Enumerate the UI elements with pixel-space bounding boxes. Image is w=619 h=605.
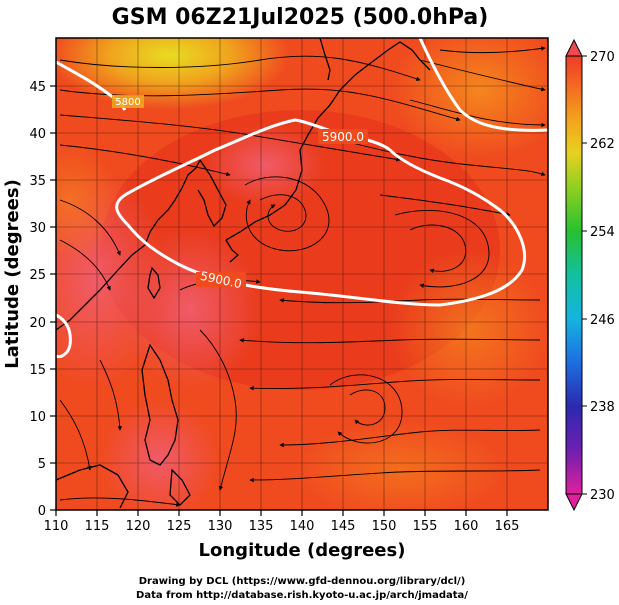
x-tick-label: 145	[331, 519, 356, 534]
credit-drawing: Drawing by DCL (https://www.gfd-dennou.o…	[139, 576, 466, 587]
streamline	[279, 429, 541, 448]
streamline	[59, 199, 121, 256]
y-tick-label: 10	[29, 410, 46, 425]
x-tick-label: 120	[126, 519, 151, 534]
y-tick-label: 25	[29, 268, 46, 283]
x-tick-labels: 110 115 120 125 130 135 140 145 150 155 …	[44, 519, 520, 534]
x-tick-label: 160	[454, 519, 479, 534]
x-tick-label: 150	[372, 519, 397, 534]
streamline	[59, 497, 181, 507]
x-tick-label: 155	[413, 519, 438, 534]
x-tick-label: 110	[44, 519, 69, 534]
coast-sakhalin	[319, 38, 331, 81]
axis-tick-marks	[50, 85, 508, 516]
streamline	[439, 46, 546, 54]
streamline	[409, 224, 467, 274]
cool-yellow-region	[56, 38, 290, 110]
y-tick-label: 0	[38, 504, 46, 519]
colorbar-tick-label: 238	[590, 400, 615, 415]
orange-region-s	[290, 420, 510, 510]
streamline	[239, 338, 541, 344]
y-tick-label: 5	[38, 457, 46, 472]
contour-label-5800: 5800	[115, 97, 140, 108]
y-axis-title: Latitude (degrees)	[2, 179, 23, 369]
streamline	[199, 329, 237, 491]
streamline	[59, 55, 421, 81]
streamline	[339, 139, 546, 176]
x-tick-label: 135	[249, 519, 274, 534]
colorbar-top-arrow	[565, 38, 583, 57]
streamline	[59, 144, 231, 177]
streamline	[249, 469, 541, 483]
colorbar-bottom-arrow	[565, 493, 583, 512]
y-tick-label: 35	[29, 174, 46, 189]
streamline	[349, 389, 386, 426]
colorbar-tick-label: 246	[590, 313, 615, 328]
streamline	[249, 379, 541, 391]
contour-ne	[418, 38, 548, 132]
colorbar-tick-label: 270	[590, 50, 615, 65]
coast-japan-south	[225, 239, 240, 263]
x-tick-label: 165	[495, 519, 520, 534]
streamline	[379, 194, 511, 217]
streamline	[329, 374, 403, 444]
y-tick-label: 45	[29, 80, 46, 95]
x-tick-label: 115	[85, 519, 110, 534]
colorbar: 270 262 254 246 238 230	[565, 38, 615, 512]
x-axis-title: Longitude (degrees)	[199, 540, 406, 561]
y-tick-label: 15	[29, 363, 46, 378]
streamline	[244, 176, 330, 252]
streamline	[259, 194, 307, 232]
colorbar-tick-label: 262	[590, 137, 615, 152]
streamline	[409, 99, 546, 128]
contour-label-5900-a: 5900.0	[322, 130, 364, 144]
coast-taiwan	[147, 266, 161, 300]
colorbar-tick-label: 230	[590, 488, 615, 503]
temperature-field	[56, 38, 548, 510]
grid-lines	[56, 38, 548, 510]
coast-borneo	[56, 464, 129, 509]
x-tick-label: 125	[167, 519, 192, 534]
streamline	[279, 298, 541, 304]
coast-japan	[225, 41, 401, 241]
y-tick-labels: 0 5 10 15 20 25 30 35 40 45	[29, 80, 46, 519]
contour-labels: 5900.0 5900.0 5800	[112, 95, 368, 291]
contour-5900-main	[115, 118, 527, 307]
coast-china	[56, 159, 201, 331]
y-tick-label: 20	[29, 316, 46, 331]
orange-region-e	[390, 250, 548, 410]
y-tick-label: 40	[29, 127, 46, 142]
pink-region-2	[120, 230, 260, 390]
streamline	[394, 210, 490, 288]
streamline	[59, 239, 111, 291]
y-tick-label: 30	[29, 221, 46, 236]
wind-streamlines	[59, 46, 546, 507]
pink-region-4	[205, 125, 325, 205]
streamline	[99, 359, 122, 431]
coast-philippines	[141, 343, 179, 466]
contour-west-small	[56, 313, 72, 359]
streamline	[59, 399, 92, 471]
credit-data: Data from http://database.rish.kyoto-u.a…	[136, 590, 468, 601]
x-tick-label: 130	[208, 519, 233, 534]
x-tick-label: 140	[290, 519, 315, 534]
chart-title: GSM 06Z21Jul2025 (500.0hPa)	[112, 5, 489, 30]
pink-region-3	[100, 400, 220, 510]
colorbar-body	[565, 55, 583, 495]
coast-philippines-2	[169, 468, 191, 506]
colorbar-tick-label: 254	[590, 225, 615, 240]
orange-region-w	[56, 140, 120, 260]
